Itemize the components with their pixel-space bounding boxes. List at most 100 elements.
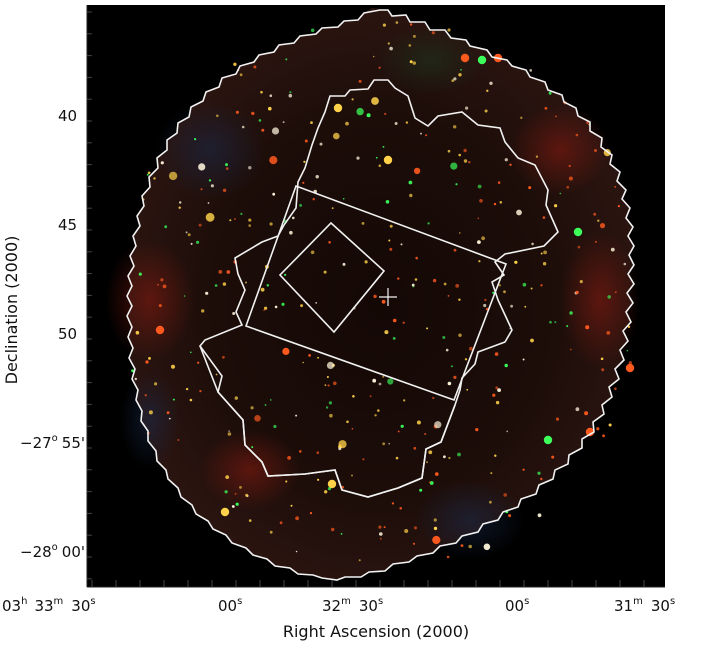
y-tick-deg-27-sup: o [52,433,58,444]
point-source [264,404,267,406]
point-source [451,79,455,82]
x-tick-00s-second: 00s [505,596,529,615]
point-source [413,167,421,175]
point-source [356,107,364,116]
outer-field-outline [126,9,635,581]
point-source [232,312,236,315]
point-source [378,66,381,69]
point-source [503,493,508,497]
point-source [239,486,242,489]
point-source [378,164,382,167]
point-source [543,250,547,255]
point-source [463,159,468,163]
point-source [530,338,534,343]
point-source [478,260,481,263]
bright-point-source [327,479,337,489]
point-source [295,550,298,553]
point-source [218,270,223,274]
point-source [245,281,247,284]
point-source [138,272,142,276]
point-source [425,134,428,137]
point-source [160,161,164,165]
point-source [372,378,377,383]
point-source [196,240,200,244]
point-source [477,217,480,220]
point-source [200,188,203,191]
point-source [569,348,572,351]
point-source [504,363,508,368]
point-source [516,209,522,216]
point-source [208,179,212,182]
point-source [529,69,533,72]
diffuse-emission [105,25,640,560]
point-source [345,121,349,126]
point-source [295,516,299,521]
point-source [510,304,513,308]
point-source [201,309,205,313]
point-source [433,526,438,531]
point-source [310,250,315,255]
point-source [144,394,147,397]
point-source [361,222,365,225]
point-source [329,413,333,418]
point-source [623,262,627,266]
point-source [240,212,243,215]
x-tick-m-sup-3: m [633,596,643,607]
point-source [185,231,188,234]
bright-point-source [383,155,393,165]
point-source [493,202,497,206]
point-source [302,181,305,184]
point-source [392,318,397,323]
point-source [568,164,571,168]
point-source [295,414,298,417]
point-source [457,452,461,457]
point-source [492,393,496,397]
point-source [414,526,417,530]
point-source [248,224,251,227]
x-tick-03: 03 [2,597,21,615]
bright-point-source [573,227,583,237]
point-source [465,106,469,110]
point-source [269,222,273,226]
point-source [148,357,151,360]
point-source [405,121,409,124]
point-source [475,428,479,432]
point-source [468,544,473,549]
y-tick-40: 40 [58,107,77,125]
point-source [447,295,450,297]
point-source [198,223,202,227]
point-source [233,62,237,66]
point-source [327,384,330,387]
x-tick-30-third: 30 [651,597,670,615]
x-tick-00-second: 00 [505,597,524,615]
point-source [205,291,209,295]
point-source [272,192,276,196]
point-source [226,270,231,274]
point-source [285,480,288,483]
point-source [411,283,415,287]
point-source [458,73,462,77]
point-source [607,295,611,299]
y-tick-minus27-55: −27o 55' [20,433,85,452]
point-source [575,133,579,137]
point-source [299,204,302,207]
deep-field-diamond [278,221,386,334]
bright-point-source [543,435,553,445]
point-source [464,358,468,361]
point-source [537,513,542,518]
point-source [183,295,186,297]
bright-point-source [333,103,343,113]
point-source [446,555,450,559]
point-source [378,525,382,529]
point-source [528,186,532,190]
point-source [382,442,386,446]
point-source [492,291,495,294]
point-source [566,185,570,189]
point-source [289,91,292,94]
point-source [162,284,167,289]
point-source [358,79,362,83]
point-source [157,283,160,286]
bright-point-source [477,55,487,65]
point-source [131,369,135,373]
